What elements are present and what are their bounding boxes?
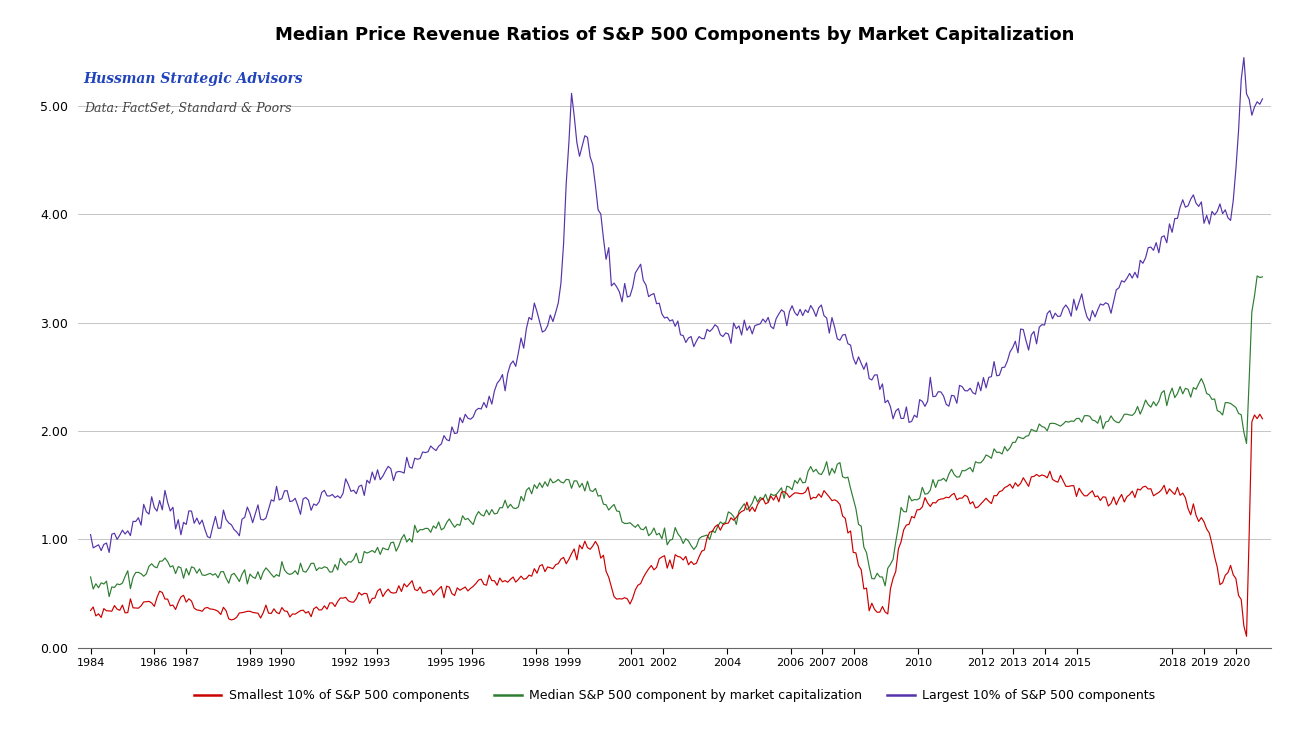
Text: Hussman Strategic Advisors: Hussman Strategic Advisors xyxy=(84,72,303,86)
Text: Data: FactSet, Standard & Poors: Data: FactSet, Standard & Poors xyxy=(84,102,292,116)
Legend: Smallest 10% of S&P 500 components, Median S&P 500 component by market capitaliz: Smallest 10% of S&P 500 components, Medi… xyxy=(188,684,1161,707)
Title: Median Price Revenue Ratios of S&P 500 Components by Market Capitalization: Median Price Revenue Ratios of S&P 500 C… xyxy=(275,26,1074,44)
